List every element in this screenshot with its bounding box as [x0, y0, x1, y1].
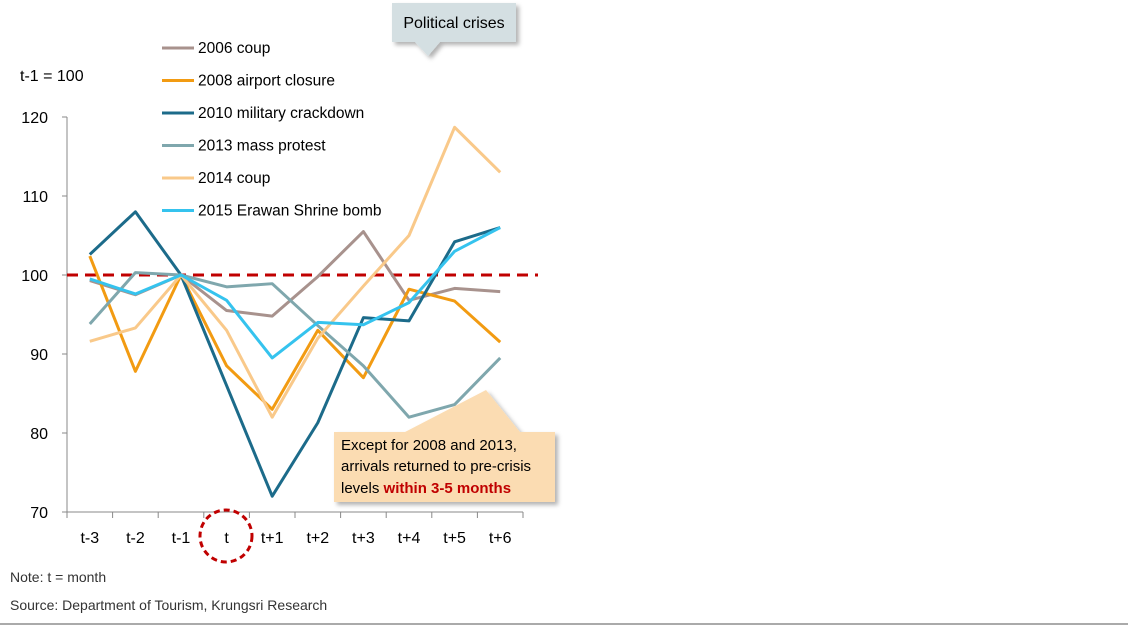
annotation-line3-prefix: levels	[341, 480, 384, 497]
x-tick-label: t-1	[172, 530, 191, 547]
series-line-2010-military-crackdown	[88, 210, 501, 498]
political-crises-callout	[392, 3, 516, 56]
y-tick-label: 80	[30, 426, 48, 443]
y-tick-label: 70	[30, 505, 48, 522]
legend-label: 2013 mass protest	[198, 138, 326, 155]
x-axis: t-3 t-2 t-1 t t+1 t+2 t+3 t+4 t+5 t+6	[66, 511, 524, 547]
x-tick-label: t+1	[261, 530, 284, 547]
annotation-line3: levels within 3-5 months	[341, 480, 511, 497]
annotation-line1: Except for 2008 and 2013,	[341, 437, 517, 454]
unit-label: t-1 = 100	[20, 68, 84, 85]
annotation-highlight: within 3-5 months	[383, 480, 512, 497]
series-line-2013-mass-protest	[88, 271, 502, 419]
series-line-2015-erawan-shrine-bomb	[89, 226, 501, 360]
series-line-2014-coup	[89, 125, 502, 419]
x-tick-label: t-2	[126, 530, 145, 547]
y-axis: 70 80 90 100 110 120	[21, 110, 68, 522]
x-tick-label: t+5	[443, 530, 466, 547]
legend: 2006 coup 2008 airport closure 2010 milita…	[162, 40, 382, 220]
x-tick-label: t+3	[352, 530, 375, 547]
y-tick-label: 100	[21, 268, 48, 285]
x-tick-label: t-3	[80, 530, 99, 547]
y-tick-label: 110	[22, 189, 48, 206]
t-highlight-circle	[198, 508, 254, 564]
source: Source: Department of Tourism, Krungsri …	[10, 597, 327, 613]
callout-title: Political crises	[403, 15, 504, 32]
legend-label: 2010 military crackdown	[198, 105, 364, 122]
legend-label: 2015 Erawan Shrine bomb	[198, 203, 382, 220]
legend-label: 2008 airport closure	[198, 73, 335, 90]
x-tick-label: t+4	[398, 530, 421, 547]
annotation-box	[334, 390, 555, 502]
x-tick-label: t+2	[306, 530, 329, 547]
x-tick-label: t	[224, 530, 229, 547]
annotation-line2: arrivals returned to pre-crisis	[341, 458, 531, 475]
note: Note: t = month	[10, 569, 106, 585]
legend-label: 2006 coup	[198, 40, 270, 57]
x-tick-label: t+6	[489, 530, 512, 547]
y-tick-label: 90	[30, 347, 48, 364]
series-lines	[67, 125, 538, 498]
legend-label: 2014 coup	[198, 170, 270, 187]
series-line-2008-airport-closure	[88, 255, 502, 411]
y-tick-label: 120	[21, 110, 48, 127]
